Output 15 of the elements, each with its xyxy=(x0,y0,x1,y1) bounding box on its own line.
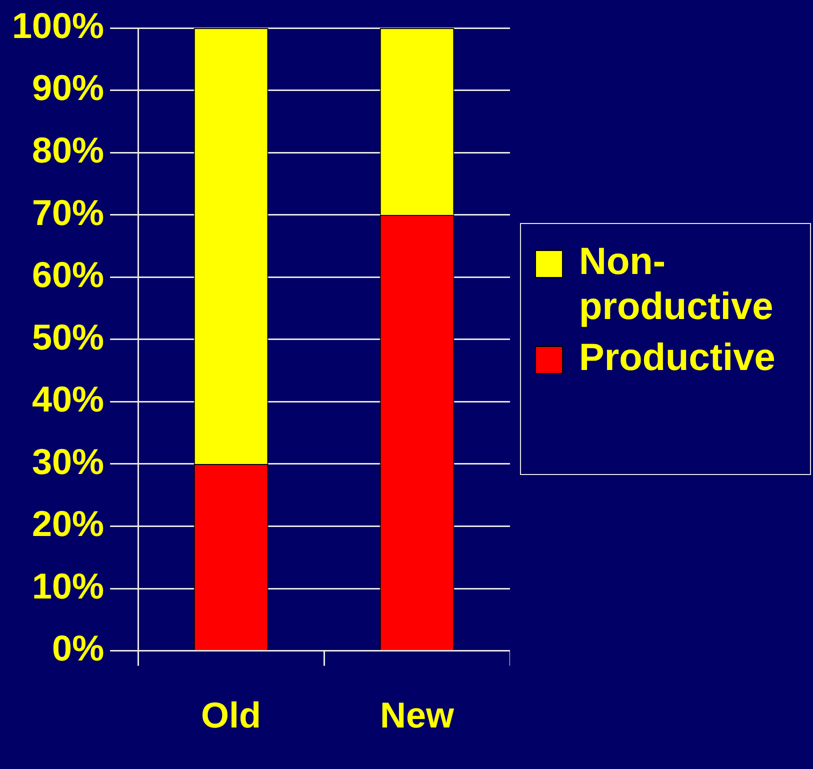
y-tick-label: 90% xyxy=(32,67,104,108)
y-tick-label: 10% xyxy=(32,565,104,606)
legend-label: Productive xyxy=(579,336,776,381)
legend-label: Non-productive xyxy=(579,240,774,330)
y-tick-label: 60% xyxy=(32,254,104,296)
y-tick-label: 100% xyxy=(12,4,104,46)
y-tick-label: 0% xyxy=(52,628,104,669)
y-tick-label: 20% xyxy=(32,503,104,544)
x-tick-label: Old xyxy=(201,694,262,736)
x-tick-label: New xyxy=(380,694,456,736)
y-tick-label: 40% xyxy=(32,378,104,420)
y-tick-label: 50% xyxy=(32,316,104,358)
y-tick-label: 70% xyxy=(32,192,104,233)
y-tick-label: 80% xyxy=(32,129,104,170)
y-tick-label: 30% xyxy=(32,440,104,482)
